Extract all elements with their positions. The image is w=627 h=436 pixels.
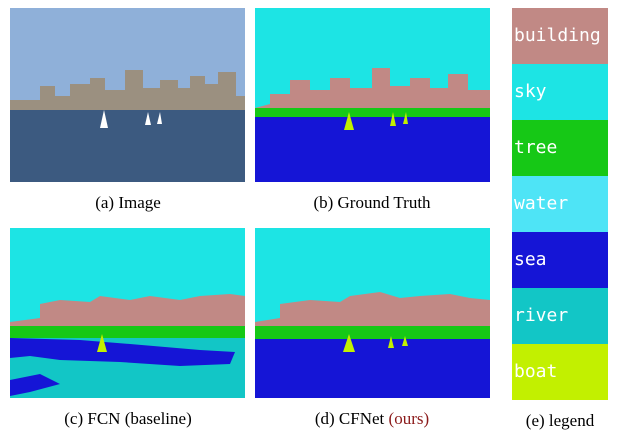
figure: (a) Image (b) Ground Truth (c) FCN (base…	[0, 0, 627, 436]
legend-label: river	[514, 305, 568, 326]
legend: building sky tree water sea river boat	[512, 8, 608, 400]
legend-label: building	[514, 25, 601, 46]
legend-label: boat	[514, 361, 557, 382]
legend-label: sea	[514, 249, 547, 270]
caption: (a) Image	[95, 193, 161, 212]
cfnet-result	[255, 228, 490, 398]
legend-label: tree	[514, 137, 557, 158]
caption: (e) legend	[526, 411, 595, 430]
caption: (d) CFNet (ours)	[315, 409, 429, 428]
caption: (b) Ground Truth	[313, 193, 431, 212]
legend-label: water	[514, 193, 568, 214]
fcn-result	[10, 228, 245, 398]
caption-label: (d) CFNet	[315, 409, 385, 428]
caption-note: (baseline)	[125, 409, 192, 428]
legend-label: sky	[514, 81, 547, 102]
caption: (c) FCN (baseline)	[64, 409, 191, 428]
caption-note: (ours)	[389, 409, 430, 428]
photo	[10, 8, 245, 182]
caption-label: (c) FCN	[64, 409, 120, 428]
ground-truth	[255, 8, 490, 182]
